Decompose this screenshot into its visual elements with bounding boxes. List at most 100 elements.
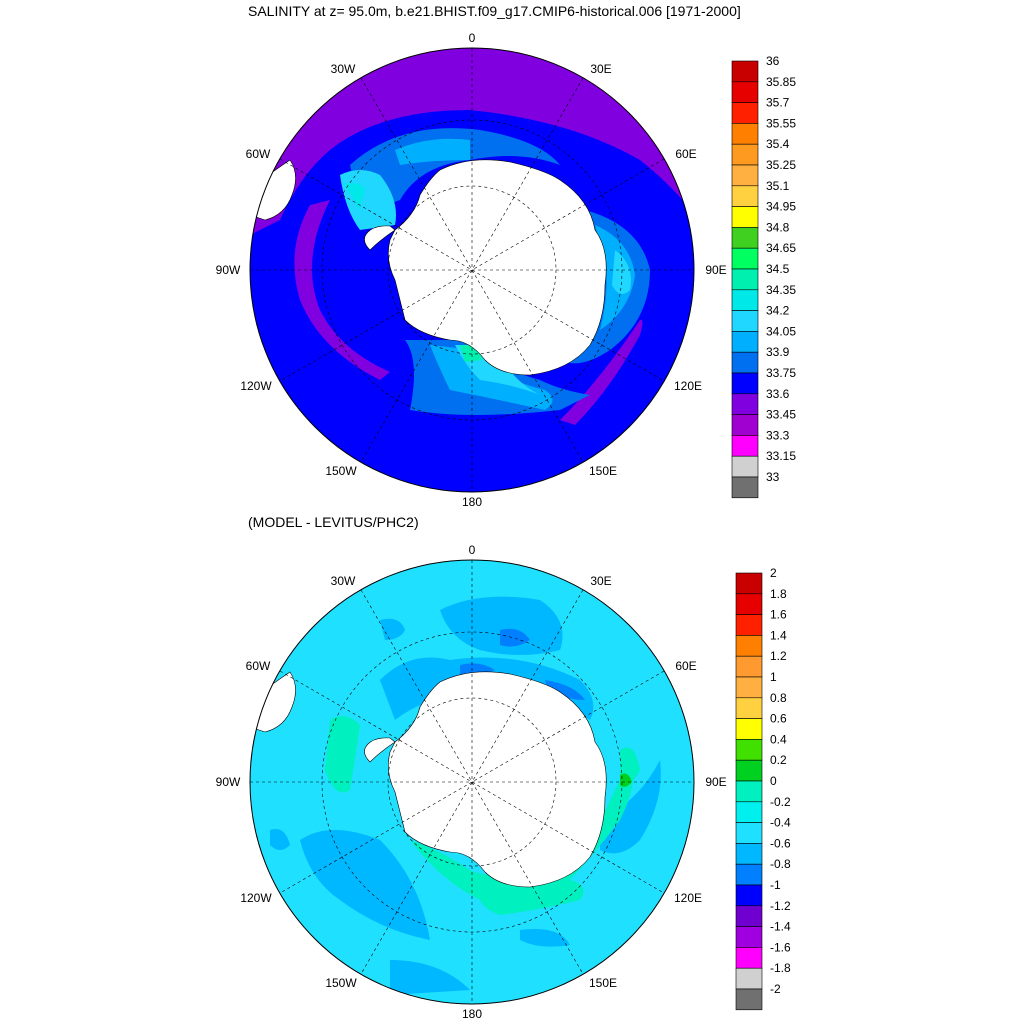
salinity-colorbar-label: 33 xyxy=(766,470,780,484)
lon-label-90e: 90E xyxy=(705,775,726,789)
difference-colorbar-label: -0.6 xyxy=(770,836,791,850)
lon-label-30e: 30E xyxy=(590,574,611,588)
salinity-colorbar-label: 34.8 xyxy=(766,220,790,234)
salinity-colorbar-label: 33.15 xyxy=(766,449,796,463)
lon-label-120e: 120E xyxy=(674,379,702,393)
salinity-colorbar-label: 33.45 xyxy=(766,408,796,422)
salinity-colorbar-swatch xyxy=(731,289,759,311)
salinity-colorbar-swatch xyxy=(731,351,759,374)
lon-label-180: 180 xyxy=(462,495,482,509)
lon-label-30e: 30E xyxy=(590,62,611,76)
difference-colorbar-swatch xyxy=(735,947,763,969)
difference-colorbar-label: -1 xyxy=(770,878,781,892)
salinity-colorbar-label: 33.3 xyxy=(766,428,790,442)
difference-colorbar-swatch xyxy=(735,718,763,740)
lon-label-60e: 60E xyxy=(675,147,696,161)
salinity-colorbar-swatch xyxy=(731,455,759,478)
lon-label-150w: 150W xyxy=(325,976,357,990)
salinity-colorbar-swatch xyxy=(731,372,759,395)
salinity-colorbar-label: 35.4 xyxy=(766,137,790,151)
lon-label-150e: 150E xyxy=(589,464,617,478)
salinity-colorbar-label: 35.25 xyxy=(766,158,796,172)
difference-map: 0 30E 60E 90E 120E 150E 180 150W 120W 90… xyxy=(216,543,727,1021)
salinity-colorbar-label: 33.6 xyxy=(766,387,790,401)
lon-label-120w: 120W xyxy=(240,379,272,393)
difference-colorbar-swatch xyxy=(735,759,763,782)
difference-colorbar-swatch xyxy=(735,676,763,699)
difference-colorbar: 2 1.8 1.6 1.4 1.2 1 0.8 0.6 0.4 0.2 0 -0.2 -0.4 -0.6 -… xyxy=(735,566,791,1011)
difference-colorbar-swatch xyxy=(735,780,763,803)
difference-colorbar-swatch xyxy=(735,884,763,907)
map-title-salinity: SALINITY at z= 95.0m, b.e21.BHIST.f09_g1… xyxy=(248,3,741,19)
salinity-colorbar-swatch xyxy=(731,143,759,166)
difference-colorbar-label: -2 xyxy=(770,982,781,996)
difference-colorbar-swatch xyxy=(735,863,763,886)
difference-colorbar-swatch xyxy=(735,843,763,865)
difference-colorbar-swatch xyxy=(735,905,763,927)
difference-colorbar-swatch xyxy=(735,926,763,948)
lon-label-30w: 30W xyxy=(331,574,356,588)
map-title-difference: (MODEL - LEVITUS/PHC2) xyxy=(248,514,419,530)
difference-colorbar-label: 1 xyxy=(770,670,777,684)
lon-label-120e: 120E xyxy=(674,891,702,905)
difference-colorbar-swatch xyxy=(735,655,763,678)
salinity-colorbar-label: 34.35 xyxy=(766,283,796,297)
lon-label-60e: 60E xyxy=(675,659,696,673)
salinity-colorbar-label: 34.05 xyxy=(766,324,796,338)
difference-colorbar-label: 0.6 xyxy=(770,712,787,726)
difference-colorbar-swatch xyxy=(735,614,763,636)
salinity-colorbar-label: 34.95 xyxy=(766,200,796,214)
lon-label-180: 180 xyxy=(462,1007,482,1021)
difference-colorbar-swatch xyxy=(735,572,763,595)
salinity-colorbar-label: 33.75 xyxy=(766,366,796,380)
difference-colorbar-swatch xyxy=(735,593,763,615)
salinity-colorbar-label: 35.55 xyxy=(766,116,796,130)
difference-colorbar-label: -1.6 xyxy=(770,940,791,954)
salinity-colorbar-swatch xyxy=(731,185,759,207)
salinity-colorbar-label: 35.1 xyxy=(766,179,790,193)
difference-colorbar-label: 2 xyxy=(770,566,777,580)
salinity-colorbar-swatch xyxy=(731,247,759,270)
difference-colorbar-label: 1.6 xyxy=(770,608,787,622)
salinity-colorbar-swatch xyxy=(731,310,759,332)
salinity-colorbar-swatch xyxy=(731,164,759,187)
salinity-colorbar-label: 35.7 xyxy=(766,96,790,110)
salinity-colorbar-label: 36 xyxy=(766,54,780,68)
difference-colorbar-label: -0.2 xyxy=(770,795,791,809)
lon-label-0: 0 xyxy=(469,31,476,45)
lon-label-90e: 90E xyxy=(705,263,726,277)
lon-label-150e: 150E xyxy=(589,976,617,990)
difference-colorbar-label: 1.2 xyxy=(770,649,787,663)
difference-colorbar-swatch xyxy=(735,697,763,719)
salinity-colorbar-swatch xyxy=(731,60,759,83)
salinity-colorbar-label: 33.9 xyxy=(766,345,790,359)
salinity-colorbar-label: 35.85 xyxy=(766,75,796,89)
lon-label-150w: 150W xyxy=(325,464,357,478)
lon-label-90w: 90W xyxy=(216,775,241,789)
salinity-colorbar-swatch xyxy=(731,331,759,353)
difference-colorbar-swatch xyxy=(735,801,763,823)
difference-colorbar-swatch xyxy=(735,635,763,657)
salinity-colorbar-swatch xyxy=(731,227,759,249)
salinity-colorbar-label: 34.2 xyxy=(766,304,790,318)
salinity-colorbar-swatch xyxy=(731,414,759,436)
difference-colorbar-label: -1.4 xyxy=(770,920,791,934)
lon-label-30w: 30W xyxy=(331,62,356,76)
difference-colorbar-label: 0.2 xyxy=(770,753,787,767)
salinity-colorbar-swatch xyxy=(731,435,759,457)
lon-label-60w: 60W xyxy=(246,147,271,161)
difference-colorbar-swatch xyxy=(735,967,763,990)
difference-colorbar-swatch xyxy=(735,822,763,844)
difference-colorbar-label: -0.8 xyxy=(770,857,791,871)
difference-colorbar-label: 0 xyxy=(770,774,777,788)
salinity-colorbar-swatch xyxy=(731,81,759,103)
salinity-colorbar-swatch xyxy=(731,476,759,499)
salinity-colorbar-swatch xyxy=(731,393,759,415)
difference-colorbar-label: -0.4 xyxy=(770,816,791,830)
salinity-map: 0 30E 60E 90E 120E 150E 180 150W 120W 90… xyxy=(216,31,727,509)
difference-colorbar-label: 1.4 xyxy=(770,628,787,642)
difference-colorbar-label: -1.2 xyxy=(770,899,791,913)
salinity-colorbar-label: 34.5 xyxy=(766,262,790,276)
lon-label-60w: 60W xyxy=(246,659,271,673)
